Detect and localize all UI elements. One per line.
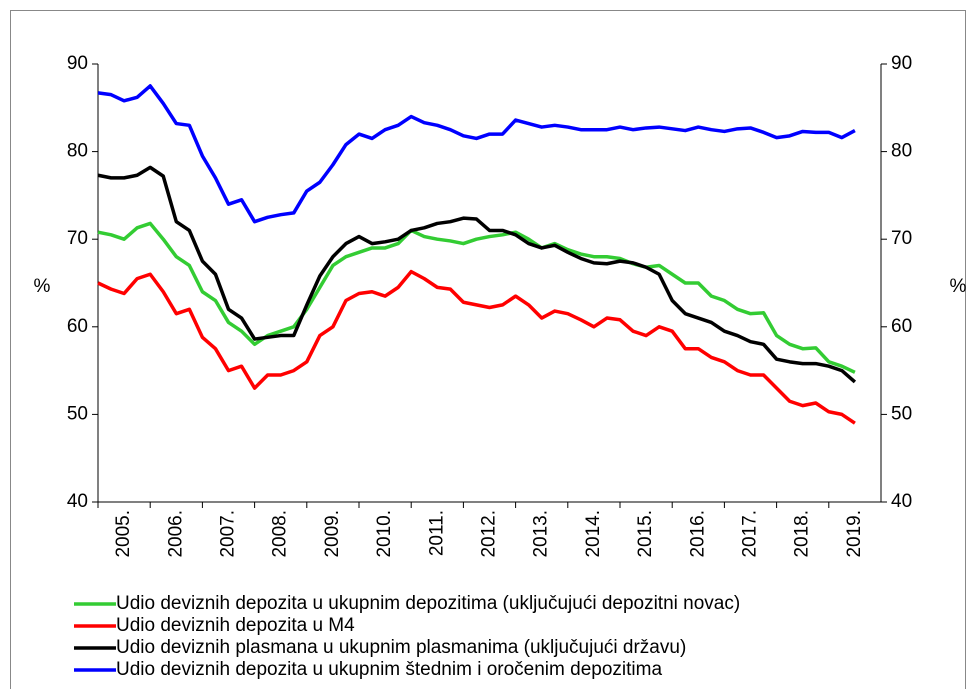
y2-tick-label: 70 (891, 228, 912, 249)
x-tick-label: 2019. (844, 510, 865, 558)
y-tick-label: 90 (67, 53, 88, 74)
x-tick-label: 2018. (792, 510, 813, 558)
y-tick-label: 50 (67, 403, 88, 424)
x-tick-label: 2017. (740, 510, 761, 558)
x-tick-label: 2008. (270, 510, 291, 558)
series-line (97, 221, 856, 374)
y2-tick-label: 90 (891, 53, 912, 74)
y2-tick-label: 60 (891, 316, 912, 337)
x-tick-label: 2009. (322, 510, 343, 558)
series-line (97, 165, 857, 384)
y-tick-label: 60 (67, 316, 88, 337)
y2-axis-label: % (950, 276, 967, 297)
series-line (97, 84, 856, 224)
x-tick-label: 2015. (635, 510, 656, 558)
legend-label: Udio deviznih depozita u ukupnim štednim… (116, 659, 662, 680)
y-axis-label: % (34, 276, 51, 297)
legend-label: Udio deviznih depozita u M4 (116, 615, 355, 636)
y-tick-label: 40 (67, 491, 88, 512)
y2-tick-label: 50 (891, 403, 912, 424)
legend-label: Udio deviznih plasmana u ukupnim plasman… (116, 637, 686, 658)
series-line (97, 269, 856, 425)
y-tick-label: 70 (67, 228, 88, 249)
y-tick-label: 80 (67, 141, 88, 162)
x-tick-label: 2007. (218, 510, 239, 558)
x-tick-label: 2014. (583, 510, 604, 558)
y2-tick-label: 40 (891, 491, 912, 512)
y2-tick-label: 80 (891, 141, 912, 162)
x-tick-label: 2005. (113, 510, 134, 558)
x-tick-label: 2006. (165, 510, 186, 558)
x-tick-label: 2013. (531, 510, 552, 558)
chart-frame (10, 10, 966, 689)
x-tick-label: 2011. (426, 510, 447, 556)
legend-label: Udio deviznih depozita u ukupnim depozit… (116, 593, 740, 614)
x-tick-label: 2010. (374, 510, 395, 558)
x-tick-label: 2012. (479, 510, 500, 558)
x-tick-label: 2016. (687, 510, 708, 558)
